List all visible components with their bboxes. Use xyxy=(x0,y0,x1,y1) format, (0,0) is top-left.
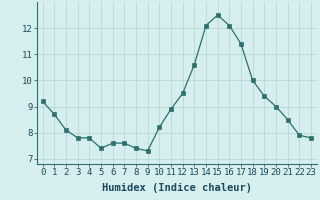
X-axis label: Humidex (Indice chaleur): Humidex (Indice chaleur) xyxy=(102,183,252,193)
